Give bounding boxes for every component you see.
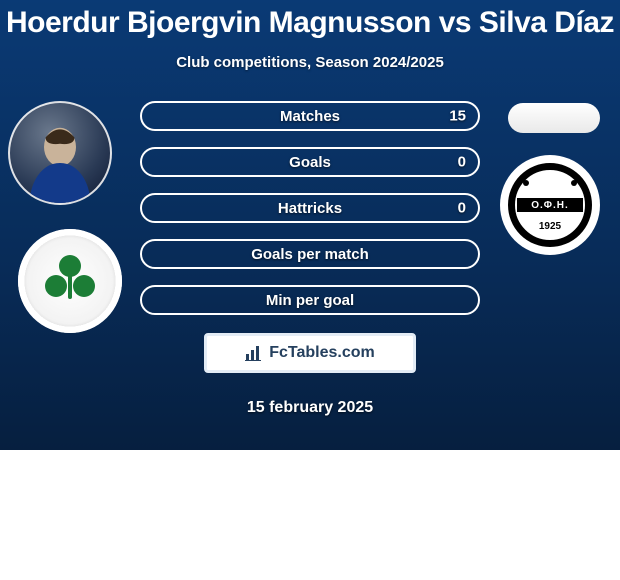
stat-label: Matches	[280, 108, 340, 125]
stats-list: Matches 15 Goals 0 Hattricks 0 Goals per match…	[140, 101, 480, 331]
stat-label: Goals	[289, 154, 331, 171]
vs-text: vs	[439, 6, 471, 39]
player2-club-crest: Ο.Φ.Η. 1925	[500, 155, 600, 255]
page-title: Hoerdur Bjoergvin Magnusson vs Silva Día…	[0, 0, 620, 40]
stat-value-right: 15	[449, 108, 466, 125]
subtitle: Club competitions, Season 2024/2025	[0, 54, 620, 71]
trefoil-icon	[46, 257, 94, 305]
club-right-year: 1925	[515, 221, 585, 232]
club-right-text: Ο.Φ.Η.	[531, 200, 569, 211]
bar-chart-icon	[245, 345, 263, 361]
player2-photo-placeholder	[508, 103, 600, 133]
player1-name: Hoerdur Bjoergvin Magnusson	[6, 6, 431, 39]
stat-row: Min per goal	[140, 285, 480, 315]
stat-row: Goals 0	[140, 147, 480, 177]
snapshot-date: 15 february 2025	[0, 399, 620, 417]
stat-row: Matches 15	[140, 101, 480, 131]
brand-text: FcTables.com	[269, 344, 375, 362]
brand-badge[interactable]: FcTables.com	[204, 333, 416, 373]
stat-row: Hattricks 0	[140, 193, 480, 223]
player2-name: Silva Díaz	[479, 6, 614, 39]
stat-label: Hattricks	[278, 200, 342, 217]
stat-value-right: 0	[458, 200, 466, 217]
ofh-badge-icon: Ο.Φ.Η. 1925	[508, 163, 592, 247]
comparison-card: Hoerdur Bjoergvin Magnusson vs Silva Día…	[0, 0, 620, 450]
player1-photo	[8, 101, 112, 205]
stat-value-right: 0	[458, 154, 466, 171]
stat-label: Min per goal	[266, 292, 354, 309]
stat-row: Goals per match	[140, 239, 480, 269]
player1-club-crest	[18, 229, 122, 333]
comparison-body: Ο.Φ.Η. 1925 Matches15Goals0Hattricks0Goa…	[0, 101, 620, 441]
stat-label: Goals per match	[251, 246, 369, 263]
person-silhouette-icon	[20, 123, 100, 203]
